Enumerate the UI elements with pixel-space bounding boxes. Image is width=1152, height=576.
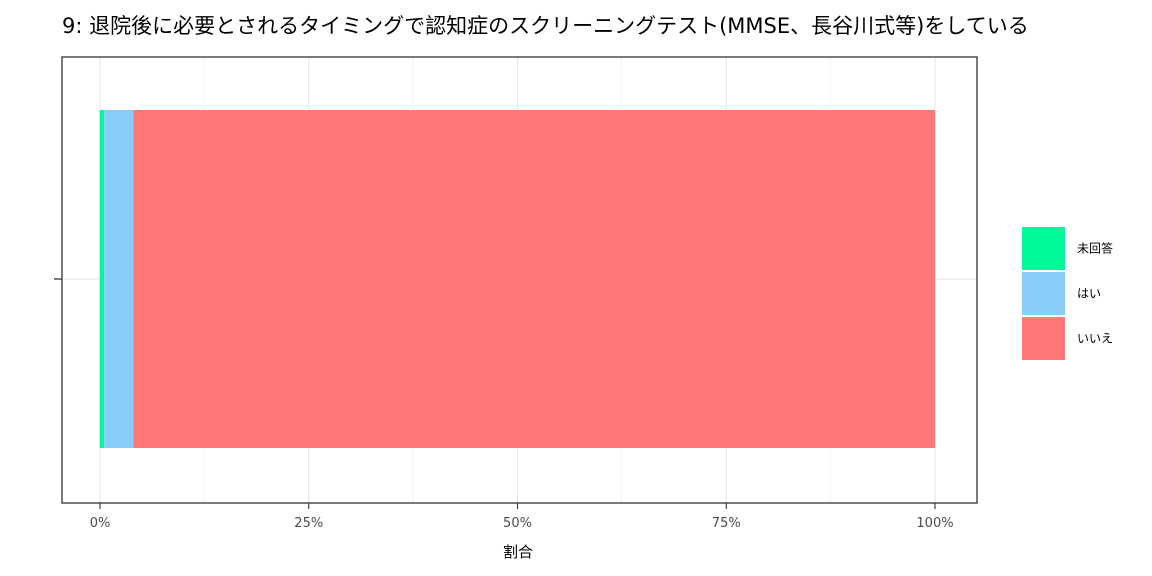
bar-segment	[100, 110, 105, 448]
legend-key	[1022, 272, 1065, 315]
legend-label: はい	[1077, 287, 1101, 301]
legend-key	[1022, 227, 1065, 270]
legend-key	[1022, 317, 1065, 360]
bar-segment	[104, 110, 134, 448]
x-axis-title: 割合	[503, 543, 533, 561]
x-tick-label: 100%	[916, 516, 953, 531]
plot-border	[61, 56, 978, 504]
x-axis-ticks: 0% 25% 50% 75% 100%	[90, 503, 954, 531]
x-tick-label: 25%	[294, 516, 323, 531]
x-tick-label: 75%	[712, 516, 741, 531]
x-tick-label: 50%	[503, 516, 532, 531]
legend-label: 未回答	[1077, 241, 1113, 256]
chart-title: 9: 退院後に必要とされるタイミングで認知症のスクリーニングテスト(MMSE、長…	[62, 14, 1029, 38]
bar-layer	[100, 110, 935, 448]
x-tick-label: 0%	[90, 516, 111, 531]
legend-label: いいえ	[1077, 332, 1113, 346]
bar-segment	[133, 110, 935, 448]
